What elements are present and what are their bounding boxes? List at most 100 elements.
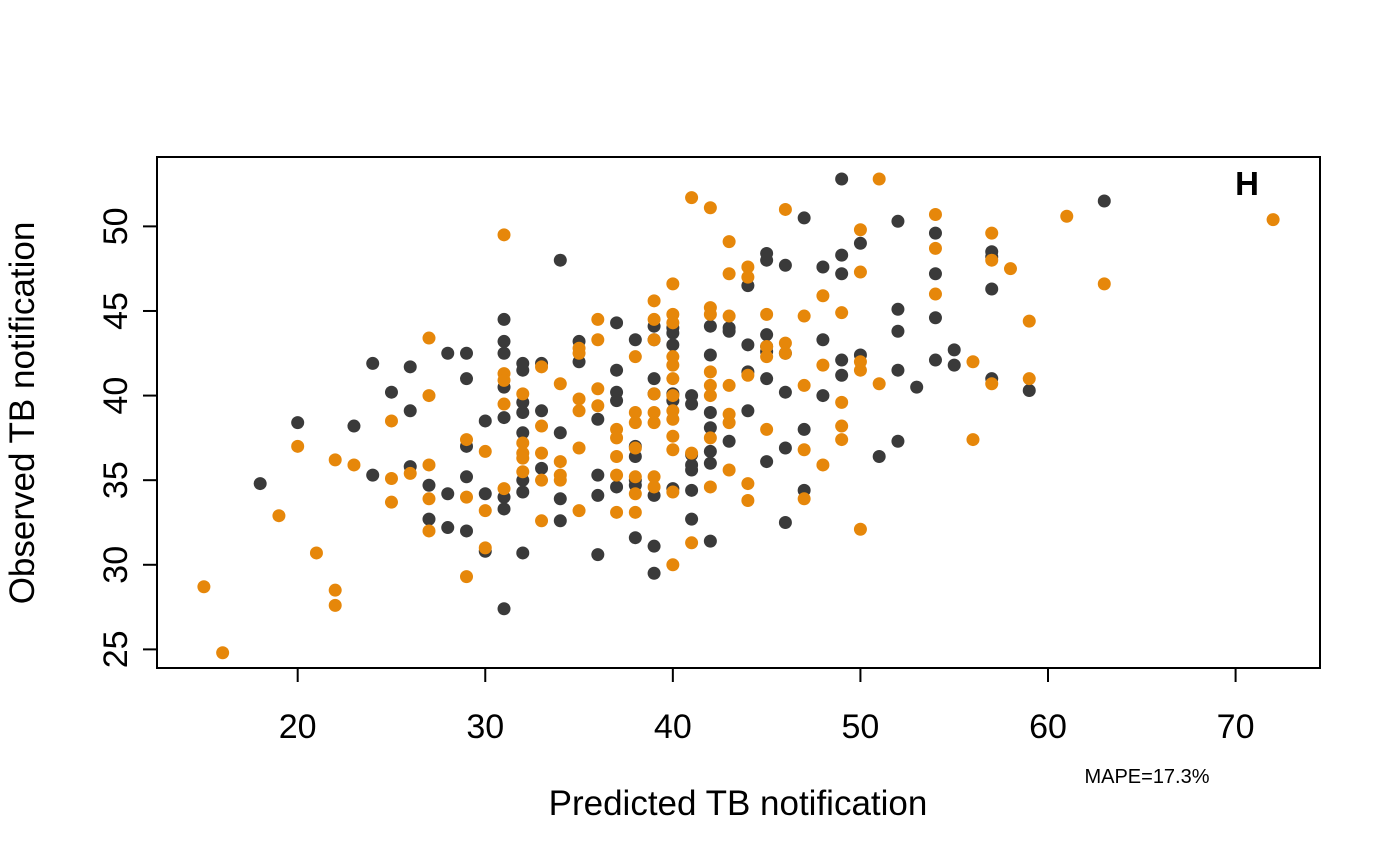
data-point bbox=[760, 422, 774, 436]
data-point bbox=[647, 372, 661, 386]
data-point bbox=[478, 414, 492, 428]
data-point bbox=[816, 289, 830, 303]
data-point bbox=[384, 495, 398, 509]
data-point bbox=[816, 333, 830, 347]
data-point bbox=[666, 429, 680, 443]
data-point bbox=[460, 372, 474, 386]
data-point bbox=[703, 201, 717, 215]
panel-label: H bbox=[1235, 165, 1259, 202]
data-point bbox=[1022, 314, 1036, 328]
data-point bbox=[591, 468, 605, 482]
data-point bbox=[835, 395, 849, 409]
data-point bbox=[703, 378, 717, 392]
data-point bbox=[741, 477, 755, 491]
data-point bbox=[628, 416, 642, 430]
data-point bbox=[422, 331, 436, 345]
data-point bbox=[1097, 277, 1111, 291]
data-point bbox=[722, 416, 736, 430]
data-point bbox=[1003, 262, 1017, 276]
data-point bbox=[741, 260, 755, 274]
data-point bbox=[985, 253, 999, 267]
data-point bbox=[816, 458, 830, 472]
data-point bbox=[516, 451, 530, 465]
data-point bbox=[985, 377, 999, 391]
data-point bbox=[610, 431, 624, 445]
data-point bbox=[797, 422, 811, 436]
data-point bbox=[610, 449, 624, 463]
data-point bbox=[853, 522, 867, 536]
data-point bbox=[591, 333, 605, 347]
data-point bbox=[703, 406, 717, 419]
data-point bbox=[572, 392, 586, 406]
data-points bbox=[197, 172, 1280, 660]
data-point bbox=[666, 558, 680, 572]
data-point bbox=[647, 416, 661, 430]
data-point bbox=[403, 404, 417, 418]
data-point bbox=[422, 389, 436, 403]
data-point bbox=[553, 253, 567, 267]
data-point bbox=[853, 223, 867, 237]
data-point bbox=[610, 480, 624, 494]
data-point bbox=[666, 372, 680, 386]
data-point bbox=[891, 363, 905, 377]
data-point bbox=[853, 363, 867, 377]
data-point bbox=[497, 312, 511, 326]
data-point bbox=[666, 412, 680, 426]
data-point bbox=[628, 350, 642, 364]
data-point bbox=[910, 380, 924, 394]
data-point bbox=[797, 378, 811, 392]
data-point bbox=[422, 492, 436, 506]
data-point bbox=[666, 277, 680, 291]
data-point bbox=[853, 265, 867, 279]
data-point bbox=[497, 397, 511, 411]
y-tick-label: 30 bbox=[97, 546, 135, 584]
data-point bbox=[460, 433, 474, 447]
data-point bbox=[647, 333, 661, 347]
data-point bbox=[384, 471, 398, 485]
x-tick-label: 30 bbox=[466, 708, 504, 746]
data-point bbox=[1060, 209, 1074, 223]
data-point bbox=[441, 487, 455, 501]
data-point bbox=[460, 570, 474, 584]
data-point bbox=[797, 211, 811, 225]
x-tick-label: 70 bbox=[1217, 708, 1255, 746]
data-point bbox=[835, 368, 849, 382]
y-axis: 25 30 35 40 45 50 bbox=[97, 207, 158, 668]
data-point bbox=[928, 241, 942, 255]
data-point bbox=[891, 324, 905, 338]
data-point bbox=[572, 346, 586, 360]
data-point bbox=[516, 465, 530, 479]
data-point bbox=[816, 358, 830, 372]
data-point bbox=[328, 583, 342, 597]
data-point bbox=[872, 377, 886, 391]
data-point bbox=[628, 531, 642, 545]
data-point bbox=[591, 312, 605, 326]
data-point bbox=[197, 580, 211, 594]
data-point bbox=[628, 333, 642, 347]
data-point bbox=[966, 433, 980, 447]
mape-annotation: MAPE=17.3% bbox=[1084, 766, 1209, 788]
data-point bbox=[778, 515, 792, 529]
data-point bbox=[478, 487, 492, 501]
data-point bbox=[553, 455, 567, 469]
data-point bbox=[741, 368, 755, 382]
data-point bbox=[628, 505, 642, 519]
data-point bbox=[666, 338, 680, 352]
data-point bbox=[816, 389, 830, 403]
data-point bbox=[610, 468, 624, 482]
data-point bbox=[966, 355, 980, 369]
data-point bbox=[422, 478, 436, 492]
data-point bbox=[610, 394, 624, 408]
data-point bbox=[722, 235, 736, 249]
data-point bbox=[384, 414, 398, 428]
data-point bbox=[535, 514, 549, 528]
data-point bbox=[797, 492, 811, 506]
data-point bbox=[516, 363, 530, 377]
data-point bbox=[741, 404, 755, 418]
data-point bbox=[441, 521, 455, 535]
data-point bbox=[572, 404, 586, 418]
data-point bbox=[628, 487, 642, 501]
data-point bbox=[535, 404, 549, 418]
data-point bbox=[647, 539, 661, 553]
